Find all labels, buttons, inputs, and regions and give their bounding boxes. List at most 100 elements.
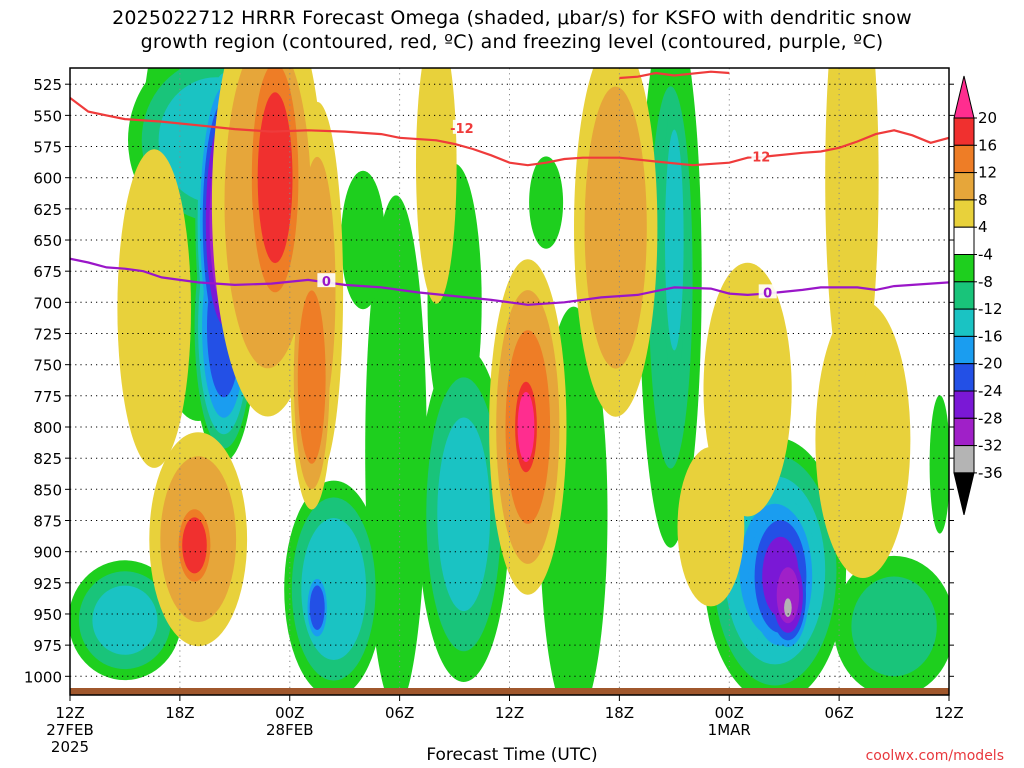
y-tick-label-650: 650 — [33, 232, 62, 250]
title-line-2: growth region (contoured, red, ºC) and f… — [140, 31, 884, 53]
y-tick-label-900: 900 — [33, 544, 62, 562]
colorbar-label-5: -4 — [978, 246, 993, 264]
y-tick-label-575: 575 — [33, 139, 62, 157]
x-tick-label-36: 00Z — [715, 704, 744, 722]
ascent-band-16-blob-1 — [257, 92, 293, 264]
dgz-contour-label-1: -12 — [450, 122, 474, 137]
descent-band-4-blob-18 — [529, 156, 564, 249]
y-tick-label-775: 775 — [33, 388, 62, 406]
y-tick-label-850: 850 — [33, 481, 62, 499]
descent-band-32-blob-15 — [784, 598, 792, 617]
colorbar-label-7: -12 — [978, 300, 1003, 318]
colorbar-label-6: -8 — [978, 273, 993, 291]
ascent-band-8-blob-8 — [584, 86, 647, 369]
descent-band-28-blob-14 — [776, 567, 800, 624]
colorbar: 20 16 12 8 4 -4 -8 -12 -16 -20 -24 -28 -32 -36 — [953, 75, 1003, 516]
freezing-level-label-1-bg — [317, 273, 336, 288]
colorbar-top-arrow — [953, 75, 975, 119]
descent-band-20-blob-5 — [309, 585, 325, 630]
y-tick-label-875: 875 — [33, 512, 62, 530]
y-tick-label-550: 550 — [33, 107, 62, 125]
y-tick-label-600: 600 — [33, 170, 62, 188]
y-tick-label-725: 725 — [33, 326, 62, 344]
terrain-strip — [70, 688, 949, 695]
omega-shading — [70, 68, 949, 695]
colorbar-label-4: 4 — [978, 218, 988, 236]
x-tick-sublabel-0: 27FEB — [46, 721, 93, 739]
x-tick-sublabel-36: 1MAR — [708, 721, 751, 739]
dgz-contour-label-1-bg — [452, 119, 471, 134]
grid-lines — [70, 68, 949, 695]
colorbar-segment-11 — [953, 390, 975, 419]
descent-band-4-blob-20 — [929, 395, 949, 534]
dgz-contour-label-2-bg — [749, 148, 768, 163]
y-tick-label-750: 750 — [33, 357, 62, 375]
colorbar-segment-13 — [953, 445, 975, 474]
colorbar-label-0: 20 — [978, 109, 997, 127]
y-tick-label-950: 950 — [33, 606, 62, 624]
colorbar-segment-3 — [953, 172, 975, 201]
descent-band-12-blob-7 — [437, 417, 491, 612]
dgz-upper-contour-line — [619, 70, 730, 80]
y-tick-label-975: 975 — [33, 637, 62, 655]
y-tick-label-700: 700 — [33, 294, 62, 312]
colorbar-label-9: -20 — [978, 355, 1003, 373]
terrain-bar — [70, 688, 949, 695]
colorbar-segment-7 — [953, 281, 975, 310]
colorbar-segment-6 — [953, 254, 975, 283]
colorbar-label-1: 16 — [978, 136, 997, 154]
y-tick-label-800: 800 — [33, 419, 62, 437]
colorbar-label-11: -28 — [978, 409, 1003, 427]
colorbar-bottom-arrow — [953, 472, 975, 516]
ascent-band-16-blob-5 — [182, 517, 207, 574]
x-tick-label-0: 12Z — [55, 704, 84, 722]
colorbar-segment-8 — [953, 308, 975, 337]
y-axis: 525 550 575 600 625 650 675 700 725 750 775 800 825 8… — [24, 76, 954, 686]
descent-band-4-blob-8 — [365, 195, 427, 695]
contours: -12 -12 0 0 — [70, 70, 949, 306]
y-tick-label-675: 675 — [33, 263, 62, 281]
title-line-1: 2025022712 HRRR Forecast Omega (shaded, … — [112, 7, 912, 29]
colorbar-segment-5 — [953, 226, 975, 255]
x-tick-label-24: 12Z — [495, 704, 524, 722]
descent-band-12-blob-6 — [92, 585, 158, 655]
ascent-band-12-blob-3 — [297, 290, 326, 464]
colorbar-segment-4 — [953, 199, 975, 228]
chart-title: 2025022712 HRRR Forecast Omega (shaded, … — [0, 6, 1024, 54]
colorbar-segment-2 — [953, 144, 975, 174]
colorbar-label-8: -16 — [978, 327, 1003, 345]
descent-band-4-blob-19 — [341, 170, 385, 310]
x-tick-label-12: 00Z — [275, 704, 304, 722]
colorbar-segment-10 — [953, 363, 975, 392]
colorbar-segment-12 — [953, 417, 975, 447]
ascent-band-4-blob-14 — [677, 447, 745, 607]
freezing-level-label-2-bg — [758, 284, 777, 299]
watermark: coolwx.com/models — [865, 748, 1004, 764]
colorbar-label-3: 8 — [978, 191, 988, 209]
freezing-level-label-1: 0 — [322, 275, 331, 290]
freezing-level-label-2: 0 — [763, 286, 772, 301]
ascent-band-4-blob-9 — [416, 68, 457, 304]
y-tick-label-625: 625 — [33, 201, 62, 219]
ascent-band-20-blob-7 — [517, 392, 535, 462]
y-tick-label-825: 825 — [33, 450, 62, 468]
colorbar-label-2: 12 — [978, 164, 997, 182]
x-tick-label-18: 06Z — [385, 704, 414, 722]
colorbar-label-13: -36 — [978, 464, 1003, 482]
x-tick-label-6: 18Z — [165, 704, 194, 722]
ascent-band-4-blob-12 — [703, 262, 792, 517]
x-tick-label-30: 18Z — [605, 704, 634, 722]
x-tick-label-48: 12Z — [934, 704, 963, 722]
colorbar-segment-9 — [953, 335, 975, 365]
y-tick-label-525: 525 — [33, 76, 62, 94]
ascent-band-4-blob-13 — [825, 68, 879, 406]
colorbar-segment-1 — [953, 117, 975, 146]
ascent-band-4-blob-10 — [117, 149, 191, 468]
dgz-contour-line — [70, 97, 949, 167]
freezing-level-line — [70, 257, 949, 306]
colorbar-label-10: -24 — [978, 382, 1003, 400]
x-tick-label-42: 06Z — [824, 704, 853, 722]
x-axis-label: Forecast Time (UTC) — [426, 745, 598, 765]
